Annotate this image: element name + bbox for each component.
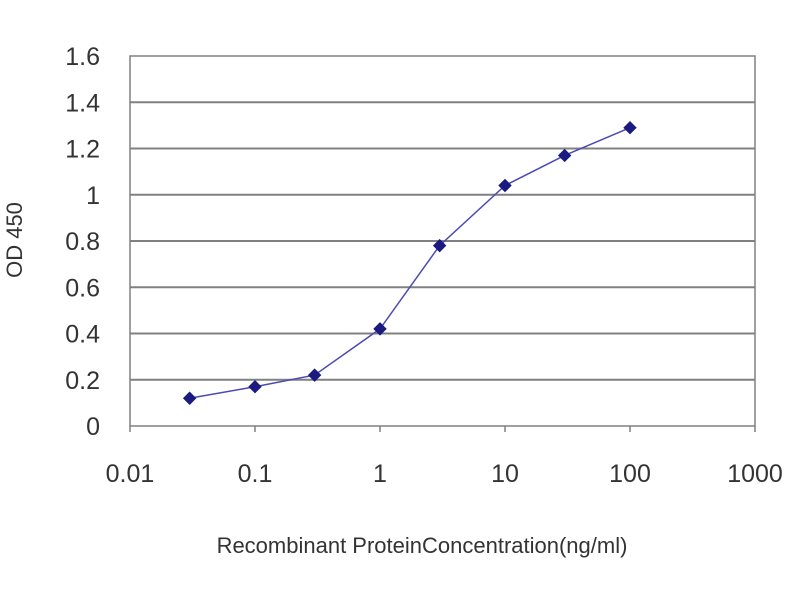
y-tick-label: 1.2 <box>65 136 100 164</box>
y-tick-label: 1 <box>86 182 100 210</box>
y-tick-label: 0 <box>86 413 100 441</box>
plot-area <box>129 55 756 427</box>
y-tick-label: 0.6 <box>65 274 100 302</box>
data-point-marker <box>432 238 447 253</box>
x-tick-label: 0.01 <box>106 460 155 488</box>
x-tick-label: 0.1 <box>238 460 273 488</box>
x-tick-label: 100 <box>609 460 651 488</box>
gridlines <box>130 101 755 381</box>
x-axis-title: Recombinant ProteinConcentration(ng/ml) <box>217 533 628 558</box>
y-tick-label: 1.6 <box>65 43 100 71</box>
y-axis-tick-labels: 0 0.2 0.4 0.6 0.8 1 1.2 1.4 1.6 <box>65 43 100 441</box>
y-tick-label: 0.8 <box>65 228 100 256</box>
data-point-marker <box>307 368 322 382</box>
data-point-marker <box>623 120 637 135</box>
y-tick-label: 0.4 <box>65 321 100 349</box>
y-axis-title: OD 450 <box>2 202 27 278</box>
data-point-marker <box>557 148 572 163</box>
x-axis-tick-labels: 0.01 0.1 1 10 100 1000 <box>106 460 783 488</box>
x-tick-label: 1 <box>373 460 387 488</box>
x-tick-label: 10 <box>491 460 519 488</box>
y-tick-label: 1.4 <box>65 89 100 117</box>
data-point-marker <box>373 322 387 336</box>
data-points <box>182 120 637 405</box>
data-point-marker <box>248 379 262 394</box>
y-tick-label: 0.2 <box>65 367 100 395</box>
series-line <box>189 127 631 400</box>
data-point-marker <box>498 178 512 193</box>
data-point-marker <box>182 391 197 405</box>
x-tick-label: 1000 <box>727 460 783 488</box>
x-axis-tick-marks <box>129 426 756 432</box>
